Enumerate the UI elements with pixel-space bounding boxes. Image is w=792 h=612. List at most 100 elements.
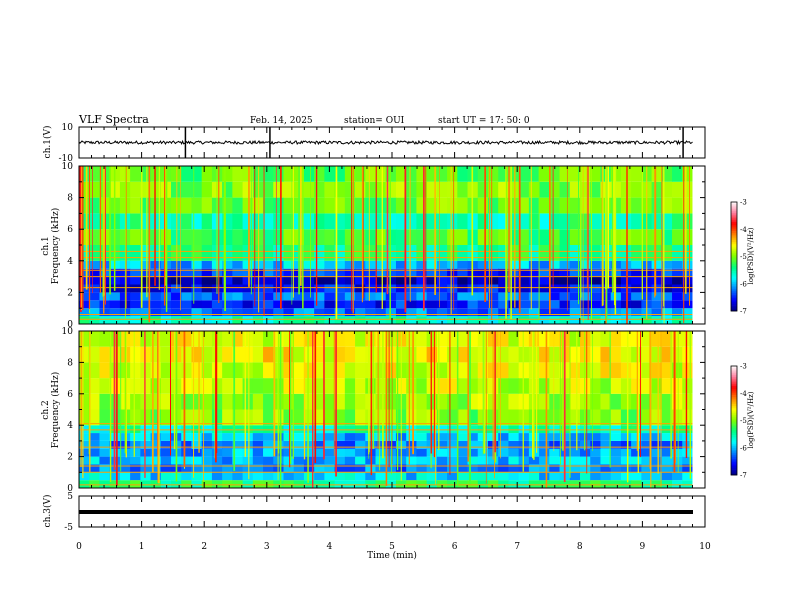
ch2-spec-cell — [641, 472, 652, 481]
ch1-spec-cell — [395, 260, 407, 269]
ch1-spec-cell — [477, 213, 489, 230]
ch1-spec-cell — [140, 213, 151, 230]
ch1-spec-cell — [130, 316, 141, 324]
ch1-spec-cell — [283, 213, 295, 230]
ch2-spec-cell — [610, 464, 622, 473]
ch1-spec-cell — [498, 260, 509, 269]
ch2-spec-cell — [385, 440, 397, 449]
ch2-spec-cell — [201, 472, 213, 481]
ch2-spec-cell — [447, 378, 458, 394]
ch1-spec-cell — [293, 300, 305, 309]
ch2-spec-cell — [283, 480, 295, 488]
ch1-spec-cell — [436, 316, 448, 324]
ch1-spec-cell — [232, 181, 243, 198]
time-tick-label-5: 5 — [389, 542, 395, 552]
ch2-spec-cell — [610, 448, 622, 457]
ch1-spec-cell — [263, 213, 274, 230]
ch2-spec-cell — [211, 456, 223, 465]
ch1-spec-cell — [334, 229, 346, 245]
ch2-spec-cell — [436, 433, 448, 441]
ch1-spec-cell — [314, 276, 325, 285]
ch1-spec-cell — [201, 229, 213, 245]
ch1-spec-cell — [375, 316, 387, 324]
ch2-spec-cell — [263, 440, 274, 449]
ch2-spec-cell — [580, 440, 591, 449]
ch2-spec-cell — [99, 346, 111, 363]
ch1-spec-cell — [539, 229, 550, 245]
ch1-cbar-step — [731, 298, 737, 301]
ch2-spec-cell — [518, 331, 530, 347]
ch2-spec-cell — [600, 409, 612, 426]
ch1-spec-cell — [99, 308, 111, 317]
ch2-spec-cell — [355, 346, 366, 363]
ch2-spec-cell — [641, 440, 652, 449]
ch1-spec-cell — [426, 213, 438, 230]
ch1-spec-cell — [447, 292, 458, 301]
ch2-spec-cell — [303, 378, 315, 394]
ch1-spec-cell — [314, 213, 325, 230]
ch1-cbar-tick-label: -7 — [740, 308, 747, 316]
ch2-spec-cell — [222, 472, 233, 481]
ch2-spec-cell — [283, 448, 295, 457]
ch2-spec-cell — [232, 393, 243, 410]
ch2-spec-cell — [569, 464, 581, 473]
ch2-spec-cell — [590, 480, 601, 488]
ch2-spec-cell — [334, 440, 346, 449]
ch2-spec-cell — [160, 464, 172, 473]
ch3-waveform-panel: 5 -5 ch.3(V) — [42, 492, 706, 533]
ch2-cbar-step — [731, 400, 737, 403]
ch1-spec-cell — [79, 292, 90, 301]
ch1-spec-cell — [682, 197, 693, 214]
ch2-spec-cell — [211, 433, 223, 441]
ch2-spec-cell — [232, 378, 243, 394]
ch2-spec-cell — [641, 346, 652, 363]
ch1-spec-cell — [549, 300, 560, 309]
ch2-spec-cell — [651, 393, 663, 410]
ch1-spec-cell — [487, 197, 499, 214]
ch2-cbar-step — [731, 371, 737, 374]
ch1-spec-cell — [314, 292, 325, 301]
ch2-spec-cell — [416, 362, 428, 379]
ch1-spec-cell — [518, 213, 530, 230]
ch2-spec-cell — [273, 480, 284, 488]
ch2-spec-cell — [79, 425, 90, 434]
ch2-spec-cell — [293, 331, 305, 347]
ch1-spec-cell — [365, 181, 376, 198]
ch2-spec-cell — [160, 409, 172, 426]
ch1-spec-cell — [150, 245, 162, 261]
ch2-spec-cell — [130, 456, 141, 465]
ch1-spec-cell — [661, 245, 673, 261]
ch2-spec-cell — [324, 448, 336, 457]
ch2-spec-cell — [242, 440, 254, 449]
ch1-spec-cell — [528, 268, 540, 277]
ch2-spec-cell — [119, 480, 131, 488]
ch1-spec-cell — [559, 268, 571, 277]
ch1-spec-cell — [682, 284, 693, 293]
ch1-spec-cell — [590, 229, 601, 245]
ch1-spec-cell — [191, 181, 203, 198]
ch2-spec-cell — [549, 464, 560, 473]
ch1-spec-cell — [569, 166, 581, 182]
ch1-spec-ytick-label-2: 2 — [67, 288, 73, 298]
ch2-spec-cell — [109, 472, 121, 481]
ch2-spec-cell — [620, 440, 632, 449]
ch2-spec-cell — [631, 425, 642, 434]
ch2-spec-cell — [293, 362, 305, 379]
ch2-spec-cell — [682, 464, 693, 473]
ch1-spec-cell — [130, 300, 141, 309]
ch2-spec-cell — [651, 362, 663, 379]
ch1-spec-cell — [232, 276, 243, 285]
ch2-spec-cell — [539, 346, 550, 363]
ch2-spec-cell — [672, 448, 683, 457]
ch1-spec-cell — [580, 245, 591, 261]
ch2-spec-cell — [160, 472, 172, 481]
ch2-spec-cell — [222, 409, 233, 426]
ch2-cbar-step — [731, 402, 737, 405]
ch1-spec-cell — [447, 300, 458, 309]
ch2-spec-cell — [661, 480, 673, 488]
ch2-spec-cell — [467, 433, 479, 441]
ch2-spec-cell — [406, 425, 417, 434]
ch2-spec-cell — [283, 346, 295, 363]
ch2-cbar-step — [731, 467, 737, 470]
ch1-spec-cell — [273, 284, 284, 293]
